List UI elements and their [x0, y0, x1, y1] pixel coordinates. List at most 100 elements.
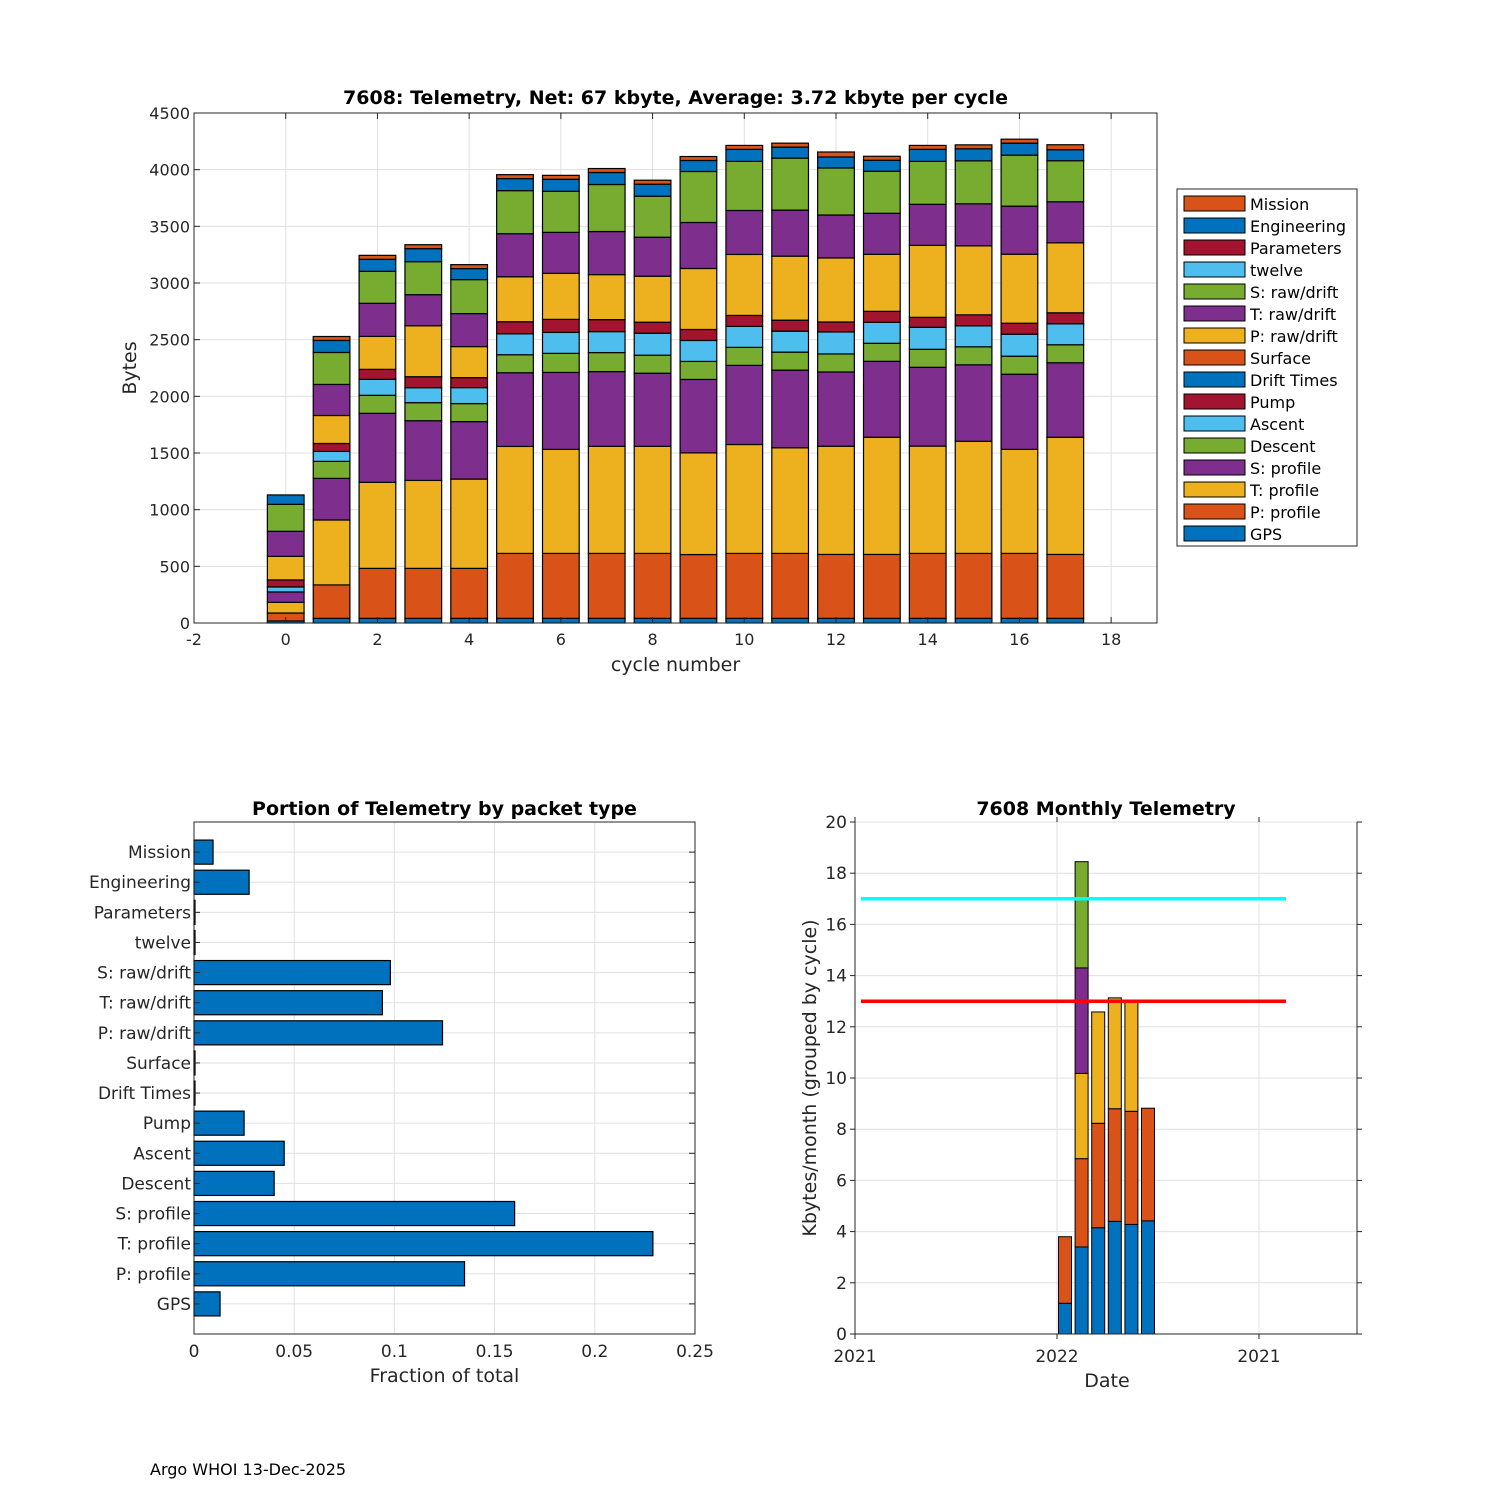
bar-segment-pump — [541, 318, 580, 334]
chart-title: 7608: Telemetry, Net: 67 kbyte, Average:… — [343, 87, 1008, 109]
bar-segment-t-profile — [496, 445, 534, 555]
bar-segment-pump — [908, 316, 947, 328]
bar-segment-pump — [1000, 322, 1039, 335]
bar-segment-p-raw-drift — [450, 345, 489, 379]
x-tick-label: 0 — [189, 1342, 200, 1362]
bar-segment-s-raw-drift — [358, 270, 397, 304]
bar-segment-t-raw-drift — [404, 294, 443, 327]
bar-segment-p-raw-drift — [954, 245, 993, 316]
monthly-bar-segment — [1107, 1220, 1122, 1335]
bar-segment-t-profile — [679, 452, 718, 556]
legend-swatch — [1183, 371, 1246, 388]
legend-swatch — [1183, 261, 1246, 278]
bar-segment-t-raw-drift — [450, 313, 489, 348]
y-tick-label: 4 — [836, 1223, 847, 1243]
bar-segment-engineering — [862, 159, 901, 172]
monthly-bar-segment — [1141, 1220, 1155, 1335]
bar-segment-engineering — [771, 146, 810, 159]
x-tick-label: 2 — [372, 630, 382, 649]
bar-segment-p-profile — [954, 552, 993, 619]
bar-segment-t-profile — [1046, 436, 1085, 556]
category-label: Engineering — [89, 873, 191, 893]
bar-segment-pump — [817, 321, 855, 333]
fraction-bar-pump — [193, 1110, 245, 1136]
bar-segment-p-raw-drift — [1000, 253, 1039, 324]
y-axis-label: Kbytes/month (grouped by cycle) — [799, 919, 821, 1236]
bar-segment-ascent — [725, 325, 764, 348]
bar-segment-p-raw-drift — [541, 272, 580, 320]
fraction-bar-t-profile — [193, 1230, 654, 1257]
bar-segment-s-raw-drift — [496, 190, 534, 235]
y-tick-label: 2500 — [149, 331, 190, 350]
bar-segment-pump — [404, 376, 443, 389]
monthly-bar-segment — [1124, 1223, 1139, 1335]
legend-swatch — [1183, 349, 1246, 366]
legend-swatch — [1183, 327, 1246, 344]
bar-segment-s-raw-drift — [633, 195, 672, 238]
bar-segment-t-raw-drift — [266, 530, 305, 557]
legend-swatch — [1183, 481, 1246, 498]
bar-segment-t-profile — [633, 445, 672, 555]
x-tick-label: 0 — [281, 630, 291, 649]
bar-segment-t-raw-drift — [587, 230, 626, 276]
x-tick-label: 12 — [826, 630, 846, 649]
bar-segment-pump — [1046, 312, 1085, 325]
bar-segment-p-profile — [496, 552, 534, 619]
bar-segment-s-raw-drift — [312, 351, 351, 386]
y-tick-label: 10 — [825, 1069, 847, 1089]
bar-segment-t-profile — [862, 436, 901, 556]
bar-segment-t-profile — [450, 478, 489, 569]
legend-label: S: raw/drift — [1250, 283, 1338, 302]
bar-segment-t-profile — [771, 447, 810, 555]
y-tick-label: 20 — [825, 813, 847, 833]
bar-segment-pump — [496, 321, 534, 335]
monthly-bar-segment — [1074, 1158, 1089, 1248]
bar-segment-s-profile — [358, 412, 397, 483]
fraction-bar-t-raw-drift — [193, 990, 383, 1016]
legend-swatch — [1183, 459, 1246, 476]
bar-segment-pump — [312, 442, 351, 453]
bar-segment-s-profile — [908, 366, 947, 447]
category-label: T: raw/drift — [98, 994, 191, 1014]
monthly-bar-segment — [1058, 1302, 1072, 1335]
bar-segment-mission — [633, 179, 672, 185]
bar-segment-gps — [404, 617, 443, 624]
bar-segment-ascent — [862, 321, 901, 344]
x-tick-label: 10 — [734, 630, 754, 649]
category-label: P: profile — [116, 1265, 191, 1285]
legend-swatch — [1183, 217, 1246, 234]
bar-segment-descent — [587, 351, 626, 373]
bar-segment-gps — [862, 617, 901, 624]
packet-fraction-chart: GPS P: profile T: profile S: profile Descent… — [89, 798, 714, 1387]
bar-segment-t-profile — [954, 440, 993, 555]
y-tick-label: 4000 — [149, 161, 190, 180]
bar-segment-p-raw-drift — [587, 274, 626, 321]
legend-label: GPS — [1250, 525, 1282, 544]
bar-segment-mission — [1000, 138, 1039, 144]
bar-segment-s-raw-drift — [725, 160, 764, 212]
bar-segment-descent — [358, 394, 397, 414]
category-label: Pump — [143, 1114, 191, 1134]
monthly-telemetry-chart: 0 2 4 6 8 10 12 14 16 18 20 2021 2022 2021 7608 Monthl… — [799, 798, 1362, 1392]
bar-segment-ascent — [587, 331, 626, 354]
bar-segment-t-raw-drift — [496, 233, 534, 278]
bar-segment-descent — [404, 402, 443, 422]
bar-segment-p-profile — [1046, 553, 1085, 619]
legend-swatch — [1183, 305, 1246, 322]
x-tick-label: 14 — [918, 630, 938, 649]
bar-segment-descent — [908, 348, 947, 368]
bar-segment-mission — [954, 144, 993, 150]
y-tick-label: 3500 — [149, 217, 190, 236]
bar-segment-t-raw-drift — [358, 302, 397, 337]
bar-segment-ascent — [954, 325, 993, 348]
bar-segment-descent — [725, 346, 764, 366]
x-tick-label: 18 — [1101, 630, 1121, 649]
fraction-bar-s-profile — [193, 1200, 516, 1227]
bar-segment-p-raw-drift — [725, 253, 764, 317]
bar-segment-s-raw-drift — [771, 157, 810, 211]
bar-segment-p-profile — [771, 552, 810, 619]
bar-segment-engineering — [908, 148, 947, 162]
bar-segment-p-profile — [450, 567, 489, 619]
legend-swatch — [1183, 195, 1246, 212]
x-tick-label: 0.25 — [676, 1342, 714, 1362]
